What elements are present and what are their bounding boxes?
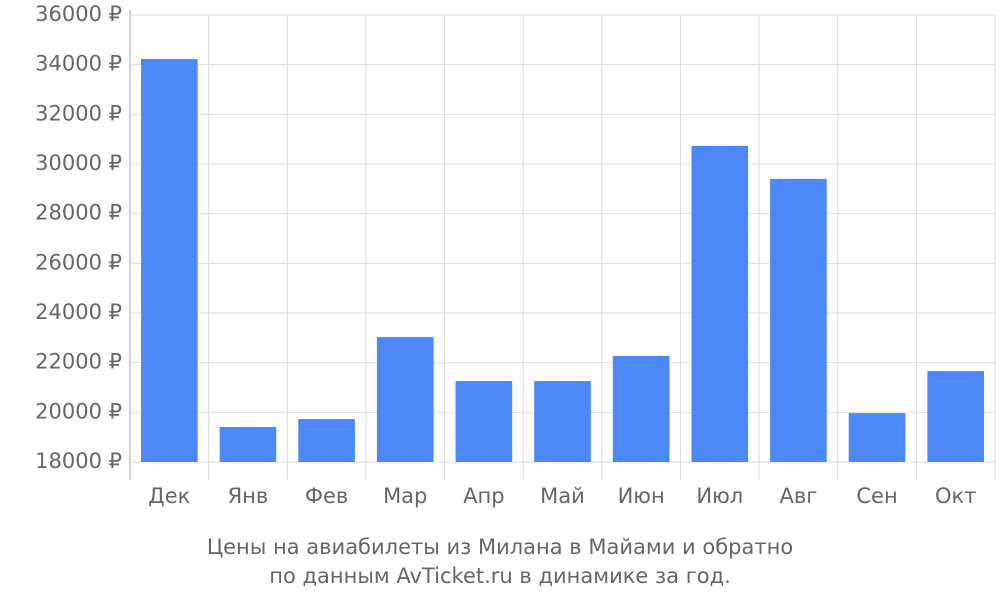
y-tick-label: 28000 ₽ (35, 201, 122, 225)
bar (141, 58, 198, 462)
x-tick-label: Окт (935, 484, 976, 508)
bar (376, 337, 434, 462)
y-tick-label: 36000 ₽ (35, 2, 122, 26)
x-tick-label: Фев (305, 484, 348, 508)
bar (534, 381, 591, 462)
y-tick-label: 22000 ₽ (35, 350, 122, 374)
bar (455, 381, 513, 462)
x-tick-label: Дек (148, 484, 190, 508)
y-tick-label: 34000 ₽ (35, 52, 122, 76)
bar (219, 426, 277, 462)
x-tick-label: Май (540, 484, 585, 508)
y-tick-label: 30000 ₽ (35, 151, 122, 175)
x-tick-label: Авг (780, 484, 818, 508)
y-tick-label: 20000 ₽ (35, 399, 122, 423)
x-tick-label: Апр (463, 484, 504, 508)
y-tick-label: 32000 ₽ (35, 101, 122, 125)
x-tick-label: Июн (618, 484, 665, 508)
bar (770, 178, 827, 462)
bar (298, 419, 355, 462)
x-tick-label: Июл (696, 484, 743, 508)
bar (612, 355, 670, 462)
x-tick-label: Мар (383, 484, 427, 508)
bar (848, 413, 906, 462)
caption-line: Цены на авиабилеты из Милана в Майами и … (207, 535, 793, 559)
x-tick-label: Сен (856, 484, 897, 508)
bar (927, 371, 984, 462)
y-tick-label: 26000 ₽ (35, 250, 122, 274)
x-tick-label: Янв (228, 484, 269, 508)
caption-line: по данным AvTicket.ru в динамике за год. (269, 564, 731, 588)
y-tick-label: 24000 ₽ (35, 300, 122, 324)
bar (691, 145, 749, 462)
y-tick-label: 18000 ₽ (35, 449, 122, 473)
